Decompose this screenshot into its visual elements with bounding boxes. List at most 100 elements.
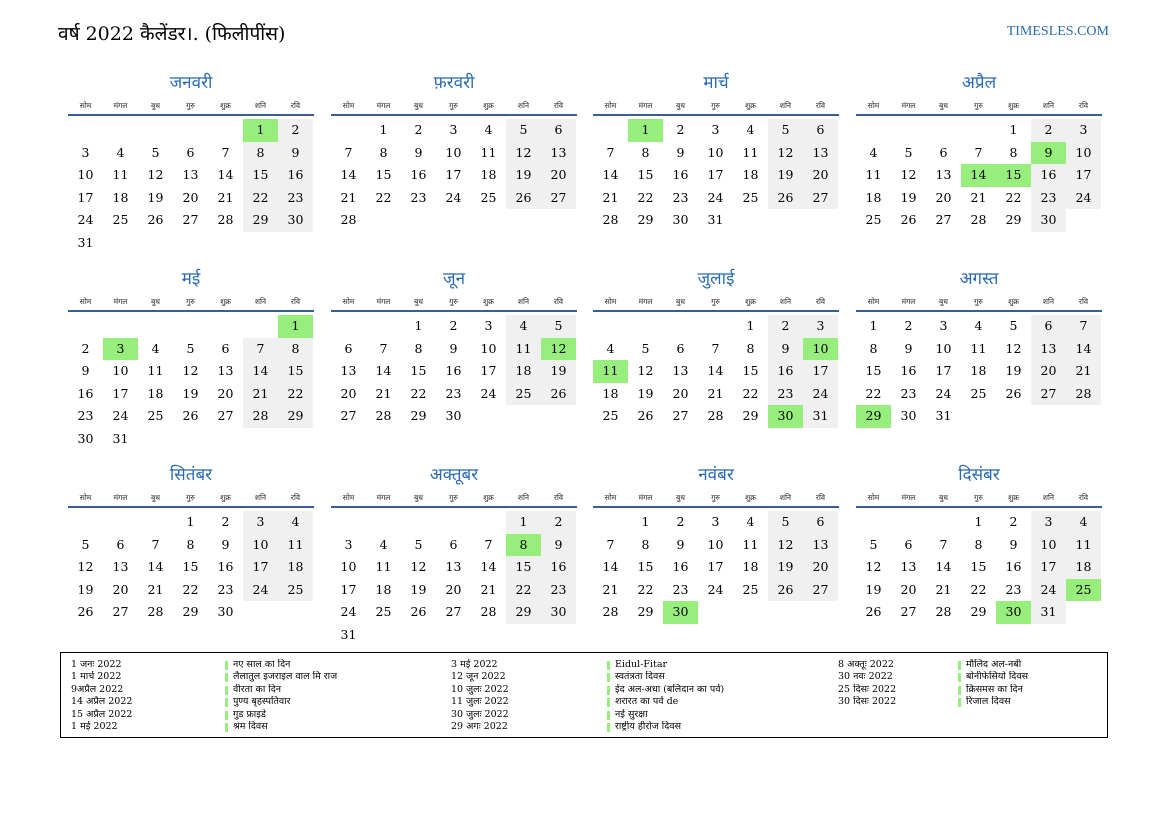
day-cell: 2 (676, 122, 685, 137)
day-cell: 24 (112, 408, 129, 423)
day-cell: 12 (506, 141, 541, 164)
day-cell: 23 (77, 408, 94, 423)
weekday-label: रवि (290, 493, 301, 502)
day-cell: 3 (711, 122, 720, 137)
legend-date: 9अप्रैल 2022 (71, 683, 124, 695)
day-cell: 5 (151, 144, 160, 160)
weekday-label: रवि (1078, 297, 1089, 306)
weekday-header: सोम मंगल बुध गुरु शुक्र शनि रवि (856, 98, 1102, 116)
day-cell: 2 (541, 511, 576, 534)
day-cell: 15 (865, 363, 882, 378)
empty-cell (103, 315, 138, 338)
day-cell: 3 (484, 318, 493, 333)
day-cell: 24 (707, 581, 724, 597)
day-cell: 25 (742, 189, 759, 205)
weekday-label: रवि (815, 493, 826, 502)
day-cell: 9 (221, 536, 230, 552)
day-cell: 27 (672, 408, 689, 423)
day-cell: 15 (243, 164, 278, 187)
legend-holiday-name: श्रम दिवस (233, 720, 268, 732)
legend-swatch (958, 698, 961, 708)
weekday-label: रवि (1078, 493, 1089, 502)
day-cell: 12 (768, 533, 803, 556)
day-cell: 19 (900, 189, 917, 205)
day-cell: 14 (602, 167, 619, 182)
day-cell: 28 (1066, 382, 1101, 405)
day-cell: 19 (182, 385, 199, 401)
empty-cell (68, 315, 103, 338)
day-grid: 1 2 3 4 5 6 7 8 9 10 11 12 13 14 15 16 17 18 19 20 21 22 23 24 2… (331, 119, 576, 232)
legend-swatch (225, 661, 228, 670)
day-cell: 16 (77, 385, 94, 401)
day-cell: 24 (445, 189, 462, 205)
day-cell: 17 (707, 167, 724, 182)
day-cell: 14 (707, 363, 724, 378)
empty-cell (471, 511, 506, 534)
day-cell: 8 (974, 536, 983, 552)
weekday-label: सोम (867, 493, 880, 502)
day-cell: 15 (182, 559, 199, 574)
weekday-label: शनि (254, 493, 267, 502)
legend-holiday-name: क्रिसमस का दिन (966, 683, 1023, 695)
day-cell: 7 (974, 144, 983, 160)
day-cell: 31 (707, 212, 724, 227)
day-cell: 6 (449, 536, 458, 552)
month-name: अगस्त (959, 269, 999, 289)
legend-swatch (607, 673, 610, 683)
empty-cell (366, 511, 401, 534)
legend-date: 1 जनः 2022 (71, 659, 122, 670)
legend-holiday-name: बोनीफेसियो दिवस (966, 671, 1029, 683)
day-cell: 13 (672, 363, 689, 378)
day-cell: 17 (1066, 164, 1101, 187)
day-cell: 22 (182, 581, 199, 597)
empty-cell (331, 511, 366, 534)
day-cell: 11 (742, 144, 759, 160)
site-link[interactable]: TIMESLES.COM (1006, 24, 1109, 39)
day-cell: 6 (904, 536, 913, 552)
day-cell: 6 (803, 119, 838, 142)
weekday-header: सोम मंगल बुध गुरु शुक्र शनि रवि (68, 294, 314, 312)
empty-cell (436, 511, 471, 534)
day-cell: 5 (768, 119, 803, 142)
day-cell: 18 (112, 189, 129, 205)
day-cell: 25 (147, 408, 164, 423)
day-cell: 26 (77, 604, 94, 619)
month-name: फ़रवरी (433, 73, 475, 93)
day-cell: 14 (375, 363, 392, 378)
day-cell: 22 (637, 581, 654, 597)
weekday-label: शनि (1042, 101, 1055, 110)
day-cell: 12 (637, 363, 654, 378)
day-cell: 11 (865, 167, 882, 182)
day-cell: 26 (768, 578, 803, 601)
holiday-day-cell: 30 (996, 601, 1031, 624)
day-cell: 8 (1009, 144, 1018, 160)
day-cell: 7 (711, 340, 720, 356)
day-cell: 4 (974, 318, 983, 333)
day-cell: 28 (375, 408, 392, 423)
legend-swatch (225, 673, 228, 683)
day-cell: 15 (637, 167, 654, 182)
day-cell: 19 (637, 385, 654, 401)
day-cell: 16 (768, 360, 803, 383)
weekday-label: रवि (553, 101, 564, 110)
day-cell: 4 (151, 340, 160, 356)
day-cell: 22 (278, 382, 313, 405)
day-cell: 3 (449, 122, 458, 137)
weekday-label: मंगल (376, 101, 391, 110)
day-cell: 2 (904, 318, 913, 333)
weekday-label: बुध (414, 297, 423, 306)
day-cell: 20 (445, 581, 462, 597)
day-cell: 18 (147, 385, 164, 401)
empty-cell (593, 119, 628, 142)
day-cell: 18 (865, 189, 882, 205)
empty-cell (243, 315, 278, 338)
day-cell: 4 (116, 144, 125, 160)
day-grid: 1 2 3 4 5 6 7 8 9 10 11 12 13 14 15 16 17 18 19 20 21 22 23 24 2… (331, 511, 576, 646)
day-cell: 13 (541, 141, 576, 164)
day-cell: 4 (746, 122, 755, 137)
day-cell: 21 (147, 581, 164, 597)
weekday-label: शुक्र (1008, 493, 1019, 502)
day-cell: 4 (869, 144, 878, 160)
day-cell: 18 (602, 385, 619, 401)
day-cell: 27 (900, 604, 917, 619)
